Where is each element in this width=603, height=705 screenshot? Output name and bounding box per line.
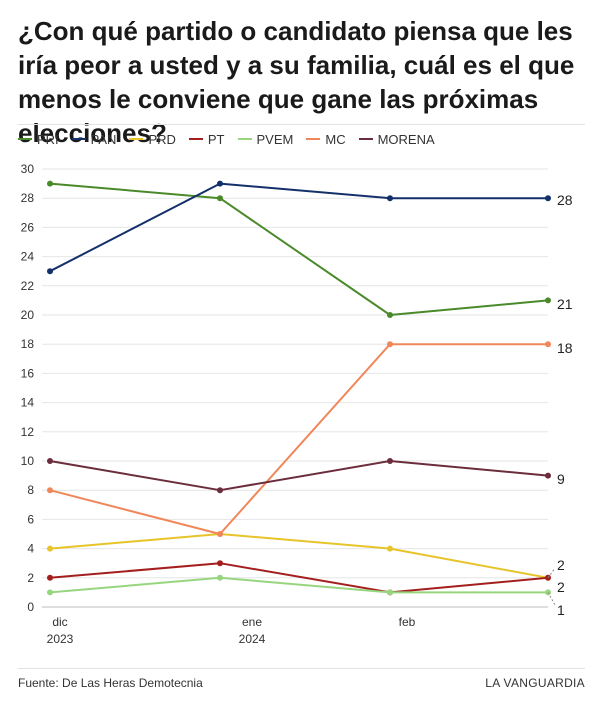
y-tick-label: 28 (21, 191, 35, 205)
x-tick-year-label: 2023 (47, 632, 74, 646)
legend-swatch (129, 138, 144, 140)
end-label-pt: 2 (557, 579, 565, 595)
legend-label: PT (207, 131, 225, 147)
y-tick-label: 16 (21, 366, 35, 380)
y-tick-label: 26 (21, 220, 35, 234)
x-tick-label: dic (52, 615, 67, 629)
series-line-pan (49, 182, 548, 273)
data-point-mc (217, 531, 223, 537)
legend-item-pvem: PVEM (237, 131, 294, 147)
data-point-pan (387, 195, 393, 202)
end-label-mc: 18 (557, 340, 573, 356)
data-point-mc (47, 487, 53, 494)
y-tick-label: 30 (21, 162, 35, 176)
legend-divider (18, 124, 585, 125)
end-label-pan: 28 (557, 192, 573, 208)
x-tick-label: feb (399, 615, 416, 629)
y-tick-label: 24 (21, 250, 35, 264)
series-line-mc (49, 343, 548, 535)
brand-logo-text: LA VANGUARDIA (485, 676, 585, 690)
legend-swatch (18, 138, 32, 140)
chart-title: ¿Con qué partido o candidato piensa que … (18, 16, 575, 148)
chart-legend: PRI PAN PRD PT PVEM MC MORENA (18, 131, 448, 147)
series-line-prd (49, 533, 549, 579)
end-label-pvem: 1 (557, 602, 565, 618)
data-point-morena (47, 458, 53, 464)
y-tick-label: 0 (27, 600, 34, 614)
legend-item-morena: MORENA (358, 131, 435, 147)
data-point-pri (387, 312, 393, 318)
data-point-pan (47, 268, 53, 275)
data-point-pri (217, 195, 223, 202)
y-tick-label: 22 (21, 279, 35, 293)
data-point-pan (545, 195, 551, 202)
end-label-offset: 2 (557, 557, 565, 573)
y-tick-label: 14 (21, 396, 35, 410)
series-layer (47, 180, 551, 596)
label-leader-line (547, 567, 556, 579)
series-line-pt (49, 562, 549, 594)
data-point-mc (387, 341, 393, 348)
legend-item-prd: PRD (129, 131, 176, 147)
legend-swatch (306, 138, 321, 140)
y-tick-label: 4 (27, 542, 34, 556)
y-tick-label: 2 (27, 571, 34, 585)
legend-swatch (71, 138, 86, 140)
data-point-pri (47, 180, 53, 187)
legend-swatch (188, 138, 203, 140)
data-point-prd (387, 545, 393, 552)
y-tick-label: 12 (21, 425, 35, 439)
data-point-pri (545, 297, 551, 304)
legend-label: MORENA (377, 131, 435, 147)
source-note: Fuente: De Las Heras Demotecnia (18, 676, 203, 690)
x-tick-year-label: 2024 (239, 632, 266, 646)
y-tick-label: 8 (27, 483, 34, 497)
grid-lines (42, 168, 548, 608)
data-point-pvem (387, 589, 393, 596)
series-line-pri (49, 182, 549, 316)
data-point-morena (217, 487, 223, 494)
data-point-morena (545, 472, 551, 479)
x-tick-label: ene (242, 615, 262, 629)
legend-item-pri: PRI (18, 132, 59, 147)
legend-swatch (237, 138, 252, 140)
footer-divider (18, 668, 585, 669)
data-point-pvem (217, 574, 223, 581)
end-label-pri: 21 (557, 296, 573, 312)
data-point-prd (47, 545, 53, 552)
data-point-pt (47, 574, 53, 581)
y-tick-label: 10 (21, 454, 35, 468)
legend-label: PVEM (256, 131, 294, 147)
legend-swatch (358, 138, 373, 140)
data-point-pt (217, 560, 223, 567)
legend-item-mc: MC (306, 131, 346, 147)
data-point-morena (387, 458, 393, 464)
data-point-pvem (47, 589, 53, 596)
x-axis: dic 2023 ene 2024 feb (47, 615, 416, 646)
legend-item-pan: PAN (71, 131, 117, 147)
legend-label: PRD (148, 131, 176, 147)
y-tick-label: 18 (21, 337, 35, 351)
label-leader-line (547, 592, 556, 606)
legend-item-pt: PT (188, 131, 225, 147)
legend-label: PAN (90, 131, 117, 147)
end-label-morena: 9 (557, 471, 565, 487)
y-tick-label: 20 (21, 308, 35, 322)
legend-label: PRI (37, 131, 59, 147)
legend-label: MC (325, 131, 346, 147)
y-tick-label: 6 (27, 512, 34, 526)
data-point-mc (545, 341, 551, 348)
data-point-pan (217, 180, 223, 187)
series-line-morena (49, 460, 549, 492)
series-line-pvem (49, 576, 548, 594)
